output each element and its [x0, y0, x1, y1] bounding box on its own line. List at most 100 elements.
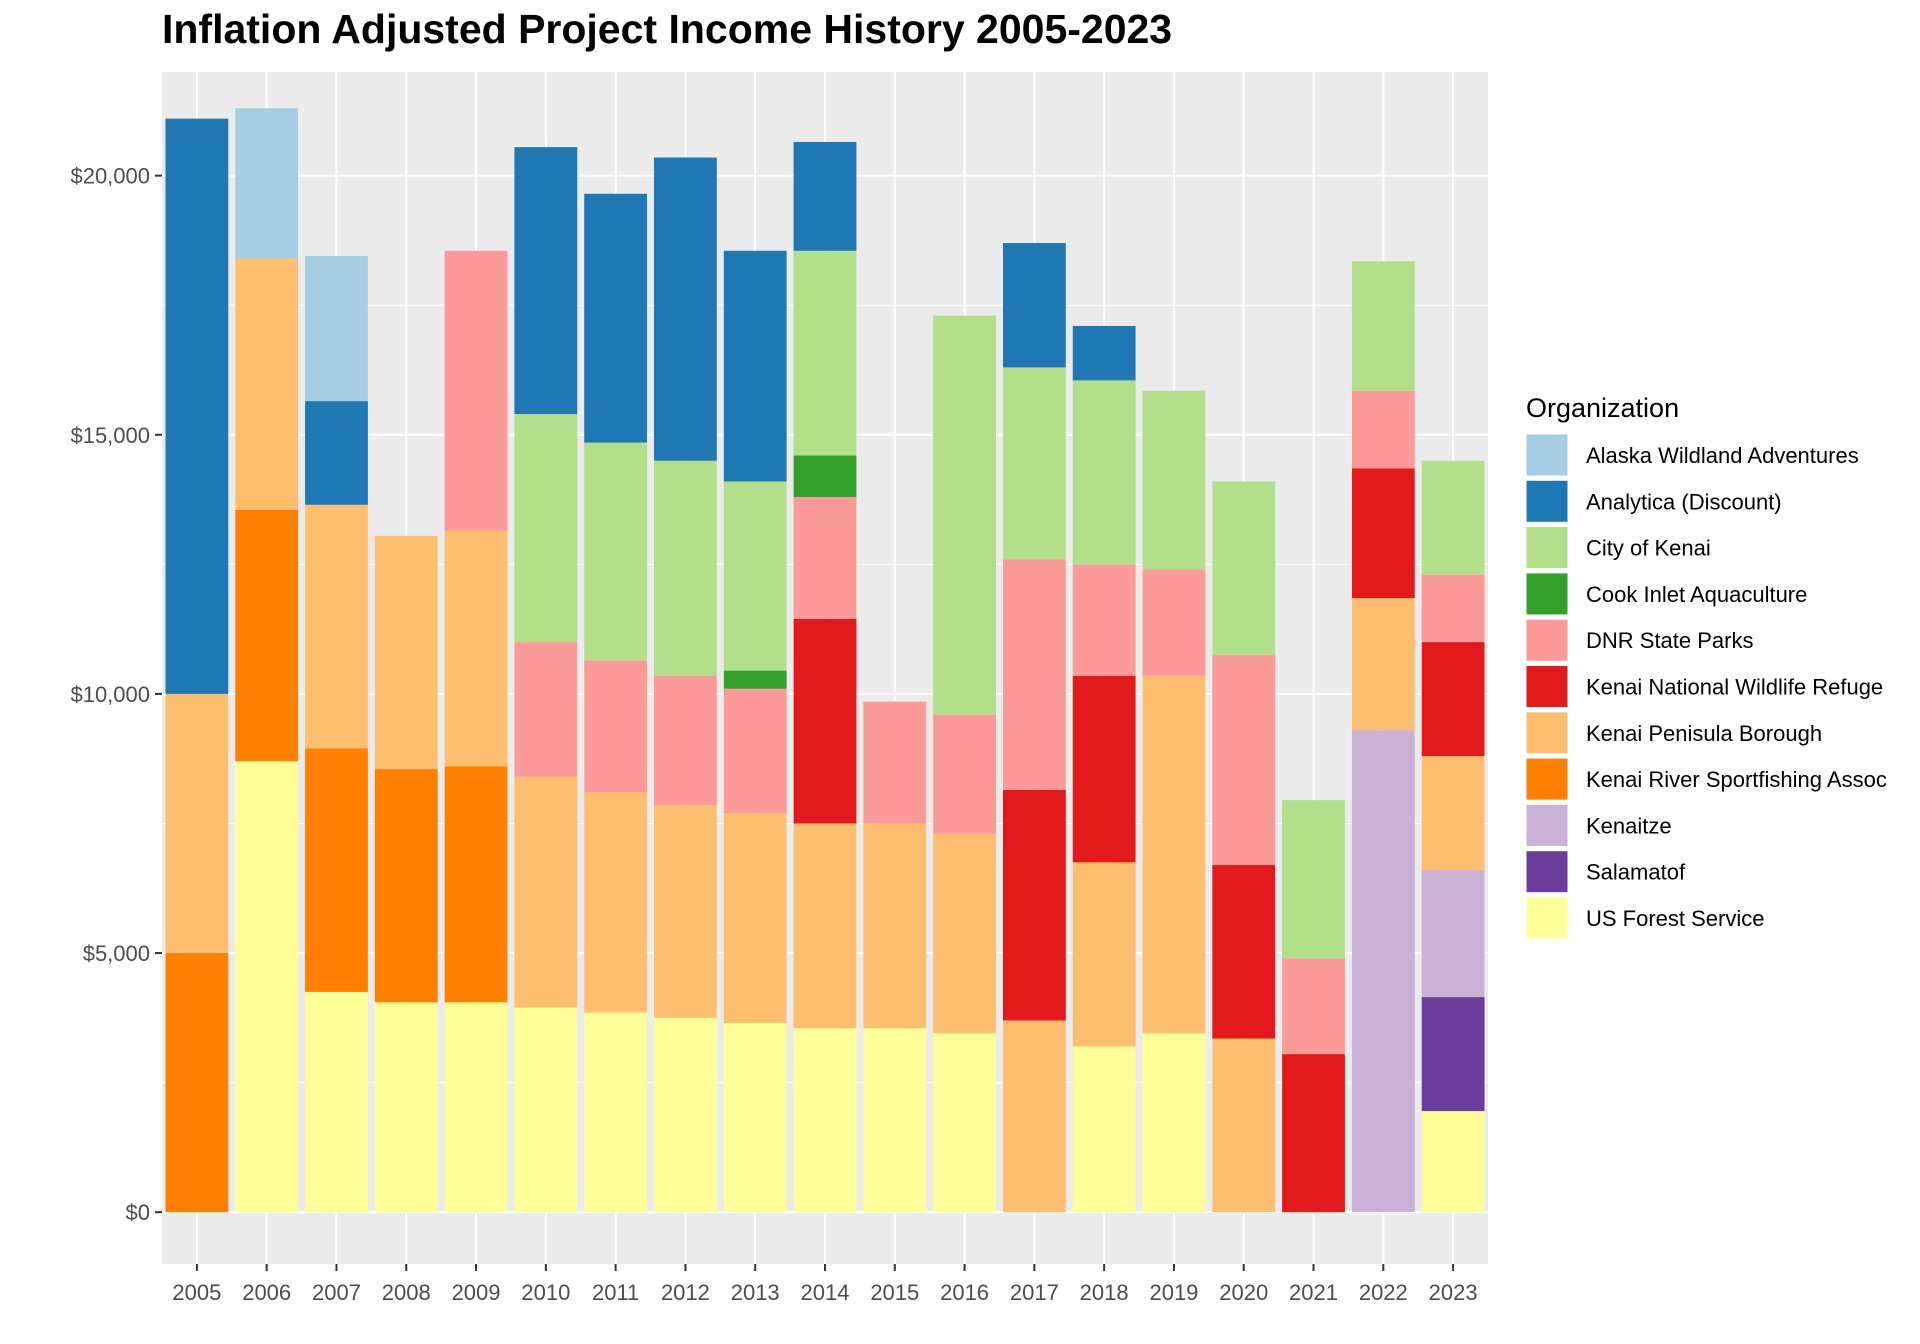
bar-segment — [1142, 390, 1206, 570]
legend-key — [1525, 665, 1569, 708]
bar-segment — [584, 193, 648, 443]
x-tick-label: 2014 — [801, 1280, 850, 1305]
bar-segment — [793, 1028, 857, 1213]
bar-segment — [1421, 574, 1485, 643]
bar-segment — [1072, 1046, 1136, 1213]
legend-label: Kenaitze — [1586, 813, 1672, 838]
bar-segment — [654, 1017, 717, 1213]
x-tick-label: 2023 — [1429, 1280, 1478, 1305]
bar-segment — [235, 258, 299, 510]
legend-key — [1525, 896, 1569, 940]
x-tick-label: 2007 — [312, 1280, 361, 1305]
bar-segment — [165, 953, 229, 1213]
bar-segment — [1282, 800, 1345, 959]
bar-segment — [793, 455, 857, 497]
x-tick-label: 2011 — [592, 1280, 639, 1305]
bar-segment — [793, 618, 857, 824]
bar-segment — [305, 748, 368, 992]
legend-label: Alaska Wildland Adventures — [1586, 443, 1859, 468]
bar-segment — [723, 1023, 787, 1213]
bar-segment — [514, 1007, 578, 1213]
bar-segment — [1421, 997, 1485, 1112]
bar-segment — [863, 823, 927, 1029]
x-tick-label: 2009 — [452, 1280, 501, 1305]
bar-segment — [305, 504, 368, 749]
bar-segment — [165, 693, 229, 954]
bar-segment — [1002, 243, 1066, 368]
bar-segment — [1282, 958, 1345, 1055]
legend-key — [1525, 803, 1569, 847]
bar-segment — [793, 141, 857, 251]
x-tick-label: 2013 — [731, 1280, 780, 1305]
bar-segment — [235, 108, 299, 259]
bar-segment — [1142, 569, 1206, 676]
x-tick-label: 2022 — [1359, 1280, 1408, 1305]
bar-segment — [654, 675, 717, 806]
bar-segment — [514, 414, 578, 643]
bar-segment — [723, 813, 787, 1024]
legend-label: Analytica (Discount) — [1586, 489, 1782, 514]
bar-segment — [933, 833, 996, 1034]
x-tick-label: 2006 — [242, 1280, 291, 1305]
bar-segment — [514, 147, 578, 415]
bar-segment — [1421, 460, 1485, 575]
bar-segment — [444, 250, 508, 531]
bar-segment — [1072, 380, 1136, 565]
bar-segment — [723, 688, 787, 814]
bar-segment — [305, 255, 368, 402]
bar-segment — [654, 157, 717, 461]
bar-segment — [1351, 261, 1415, 391]
bar-segment — [584, 1012, 648, 1213]
bar-segment — [1351, 468, 1415, 599]
legend-key — [1525, 850, 1569, 894]
bar-segment — [374, 535, 438, 770]
y-tick-label: $0 — [126, 1200, 150, 1225]
legend-label: Salamatof — [1586, 860, 1686, 885]
bar-segment — [1142, 675, 1206, 1034]
legend-label: Cook Inlet Aquaculture — [1586, 582, 1807, 607]
y-tick-label: $5,000 — [83, 941, 150, 966]
bar-segment — [584, 442, 648, 661]
bar-segment — [444, 530, 508, 767]
bar-segment — [1002, 367, 1066, 560]
legend-key — [1525, 526, 1569, 570]
bar-segment — [654, 460, 717, 676]
bar-segment — [1072, 325, 1136, 381]
bar-segment — [374, 1002, 438, 1213]
bar-segment — [1421, 870, 1485, 998]
bar-segment — [514, 776, 578, 1008]
bar-segment — [165, 118, 229, 694]
x-tick-label: 2017 — [1010, 1280, 1059, 1305]
legend-label: City of Kenai — [1586, 536, 1711, 561]
legend-key — [1525, 433, 1569, 477]
bar-segment — [933, 714, 996, 834]
bar-segment — [1072, 564, 1136, 676]
bar-segment — [863, 1028, 927, 1213]
bar-segment — [1212, 864, 1276, 1039]
bar-segment — [1212, 655, 1276, 865]
bar-segment — [514, 642, 578, 777]
x-tick-label: 2010 — [521, 1280, 570, 1305]
bar-segment — [863, 701, 927, 824]
x-tick-label: 2012 — [661, 1280, 710, 1305]
bar-segment — [793, 496, 857, 619]
bar-segment — [305, 991, 368, 1213]
bar-segment — [1002, 559, 1066, 790]
bar-segment — [1351, 390, 1415, 469]
legend-key — [1525, 757, 1569, 801]
bar-segment — [235, 509, 299, 762]
bar-segment — [723, 670, 787, 689]
bar-segment — [933, 315, 996, 715]
legend-label: US Forest Service — [1586, 906, 1765, 931]
bar-segment — [444, 766, 508, 1003]
bar-segment — [1072, 862, 1136, 1047]
bar-segment — [1282, 1054, 1345, 1213]
legend-key — [1525, 479, 1569, 523]
legend-label: DNR State Parks — [1586, 628, 1754, 653]
legend-key — [1525, 618, 1569, 662]
y-tick-label: $10,000 — [70, 682, 150, 707]
bar-segment — [1421, 1111, 1485, 1213]
chart-title: Inflation Adjusted Project Income Histor… — [162, 6, 1172, 52]
bar-segment — [1351, 598, 1415, 731]
